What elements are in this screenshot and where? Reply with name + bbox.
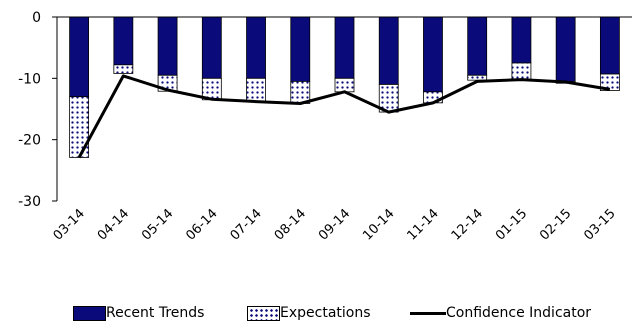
y-axis: 0 -10 -20 -30 xyxy=(18,10,58,210)
legend-item-expectations: Expectations xyxy=(247,301,371,325)
x-tick-label: 12-14 xyxy=(449,206,486,243)
confidence-line-group xyxy=(77,74,611,159)
bar-recent-trends xyxy=(157,16,178,76)
bar-expectations xyxy=(113,64,134,74)
bar-expectations xyxy=(467,74,488,81)
bar-recent-trends xyxy=(334,16,355,79)
bar-recent-trends xyxy=(290,16,311,82)
y-tick-label: -10 xyxy=(18,71,41,87)
legend-swatch-dots xyxy=(247,305,280,321)
bar-expectations xyxy=(69,96,90,158)
bar-recent-trends xyxy=(555,16,576,82)
bar-recent-trends xyxy=(113,16,134,66)
bars xyxy=(69,16,620,158)
x-tick-label: 03-15 xyxy=(581,206,618,243)
x-tick-label: 07-14 xyxy=(228,206,265,243)
x-tick-label: 01-15 xyxy=(493,206,530,243)
x-tick-label: 02-15 xyxy=(537,206,574,243)
x-tick-label: 10-14 xyxy=(360,206,397,243)
x-tick-label: 04-14 xyxy=(95,206,132,243)
bar-recent-trends xyxy=(423,16,443,93)
legend: Recent Trends Expectations Confidence In… xyxy=(0,301,639,327)
bar-expectations xyxy=(290,81,311,104)
y-tick-label: -30 xyxy=(18,194,41,210)
bar-expectations xyxy=(334,77,355,93)
bar-recent-trends xyxy=(69,16,90,98)
x-tick-label: 09-14 xyxy=(316,206,353,243)
legend-item-recent-trends: Recent Trends xyxy=(73,301,204,325)
bar-recent-trends xyxy=(246,16,266,79)
bar-recent-trends xyxy=(467,16,488,76)
x-tick-label: 06-14 xyxy=(183,206,220,243)
bar-expectations xyxy=(511,62,532,80)
confidence-indicator-line xyxy=(77,74,611,159)
y-tick-label: -20 xyxy=(18,133,41,149)
bar-expectations xyxy=(246,77,266,103)
legend-label: Expectations xyxy=(280,305,371,321)
bar-recent-trends xyxy=(201,16,222,79)
legend-swatch-line xyxy=(410,311,446,315)
x-tick-label: 03-14 xyxy=(51,206,88,243)
bar-recent-trends xyxy=(511,16,532,64)
x-tick-label: 11-14 xyxy=(404,206,441,243)
y-tick-label: 0 xyxy=(32,10,41,26)
legend-swatch-solid xyxy=(73,305,106,321)
bar-recent-trends xyxy=(378,16,399,85)
legend-item-confidence-indicator: Confidence Indicator xyxy=(410,301,591,325)
legend-label: Recent Trends xyxy=(106,305,205,321)
bar-expectations xyxy=(599,73,620,92)
legend-label: Confidence Indicator xyxy=(446,305,592,321)
x-tick-label: 05-14 xyxy=(139,206,176,243)
bar-recent-trends xyxy=(599,16,620,75)
x-tick-label: 08-14 xyxy=(272,206,309,243)
